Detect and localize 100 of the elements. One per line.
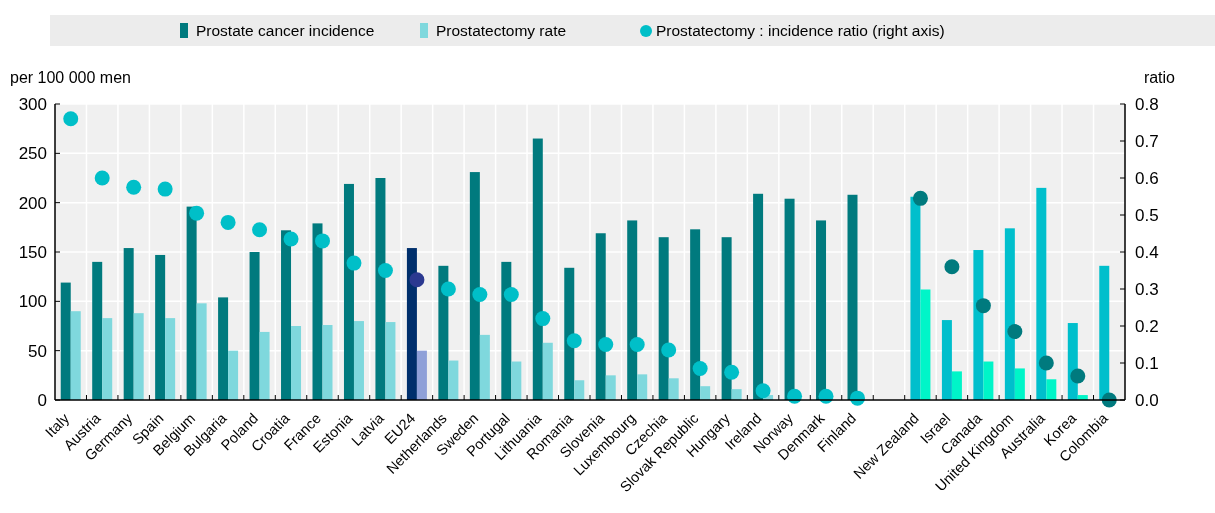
- point: [629, 337, 645, 352]
- point: [440, 281, 456, 297]
- point: [472, 287, 488, 303]
- bar: [574, 380, 585, 400]
- point: [252, 222, 268, 238]
- y2-tick-label: 0.7: [1135, 132, 1159, 151]
- legend-label: Prostate cancer incidence: [196, 22, 375, 39]
- point: [1070, 368, 1086, 384]
- bar: [416, 350, 427, 400]
- bar: [375, 178, 386, 400]
- bar: [353, 321, 364, 400]
- y-axis-title: per 100 000 men: [10, 69, 131, 86]
- bar: [385, 322, 396, 400]
- y-tick-label: 200: [18, 193, 47, 213]
- point: [503, 287, 519, 303]
- point: [944, 259, 960, 275]
- y2-tick-label: 0.1: [1135, 354, 1159, 373]
- bar: [92, 261, 103, 400]
- bar: [501, 261, 512, 400]
- bar: [196, 303, 207, 400]
- point: [315, 233, 330, 249]
- bar: [910, 196, 921, 400]
- bar: [343, 183, 354, 400]
- bar: [627, 220, 638, 400]
- point: [1007, 324, 1023, 340]
- bar: [658, 237, 669, 400]
- bar: [847, 194, 858, 400]
- bar: [700, 386, 711, 400]
- bar: [133, 313, 144, 400]
- y-tick-label: 300: [18, 95, 47, 114]
- y-tick-label: 250: [18, 144, 47, 164]
- bar: [511, 361, 522, 400]
- bar: [165, 318, 176, 400]
- y-tick-label: 150: [18, 243, 47, 262]
- bar: [259, 331, 270, 400]
- bar: [920, 289, 931, 400]
- bar: [605, 375, 616, 400]
- y-tick-label: 0: [37, 391, 47, 410]
- bar: [469, 172, 480, 400]
- y2-tick-label: 0.5: [1135, 206, 1159, 225]
- bar: [1036, 187, 1047, 400]
- y-tick-label: 100: [18, 292, 47, 312]
- point: [377, 263, 393, 278]
- point: [220, 214, 236, 230]
- bar: [721, 237, 732, 400]
- point: [409, 272, 425, 288]
- bar: [668, 378, 679, 400]
- bar: [102, 318, 113, 400]
- bar: [1099, 265, 1110, 400]
- bar: [70, 311, 81, 400]
- point: [283, 231, 299, 247]
- point: [566, 333, 582, 349]
- bar: [532, 138, 543, 400]
- point: [661, 342, 677, 358]
- point: [63, 111, 79, 127]
- bar: [123, 248, 134, 400]
- bar: [479, 334, 490, 400]
- bar: [753, 193, 764, 400]
- bar: [690, 229, 701, 400]
- bar: [731, 389, 742, 400]
- point: [189, 205, 205, 221]
- bar: [228, 350, 239, 400]
- bar: [973, 250, 984, 400]
- point: [1038, 355, 1054, 371]
- legend-label: Prostatectomy : incidence ratio (right axis): [656, 22, 945, 39]
- point: [346, 255, 362, 271]
- bar: [564, 267, 575, 400]
- point: [157, 181, 173, 197]
- bar: [249, 252, 260, 400]
- point: [126, 179, 142, 195]
- bar: [816, 220, 827, 400]
- bar: [941, 320, 952, 400]
- bar: [983, 361, 994, 400]
- bar: [406, 248, 417, 400]
- bar: [291, 326, 302, 400]
- bar: [542, 342, 553, 400]
- point: [975, 298, 991, 314]
- bar: [155, 254, 166, 400]
- y-tick-label: 50: [28, 341, 47, 361]
- point: [692, 361, 708, 377]
- legend-label: Prostatectomy rate: [436, 22, 567, 39]
- point: [535, 311, 551, 327]
- point: [755, 383, 771, 399]
- bar: [312, 223, 323, 400]
- y2-tick-label: 0.2: [1135, 317, 1159, 336]
- bar: [1004, 228, 1015, 400]
- y2-tick-label: 0.8: [1135, 95, 1159, 114]
- bar: [322, 325, 333, 400]
- bar: [60, 282, 71, 400]
- bar: [951, 371, 962, 400]
- bar: [637, 374, 648, 400]
- y2-tick-label: 0.3: [1135, 280, 1159, 299]
- y2-tick-label: 0.0: [1135, 391, 1159, 410]
- point: [724, 364, 740, 380]
- y2-tick-label: 0.6: [1135, 169, 1159, 188]
- point: [912, 190, 928, 206]
- point: [598, 337, 614, 352]
- bar: [595, 233, 606, 400]
- bar: [448, 360, 459, 400]
- y2-axis-title: ratio: [1143, 69, 1176, 86]
